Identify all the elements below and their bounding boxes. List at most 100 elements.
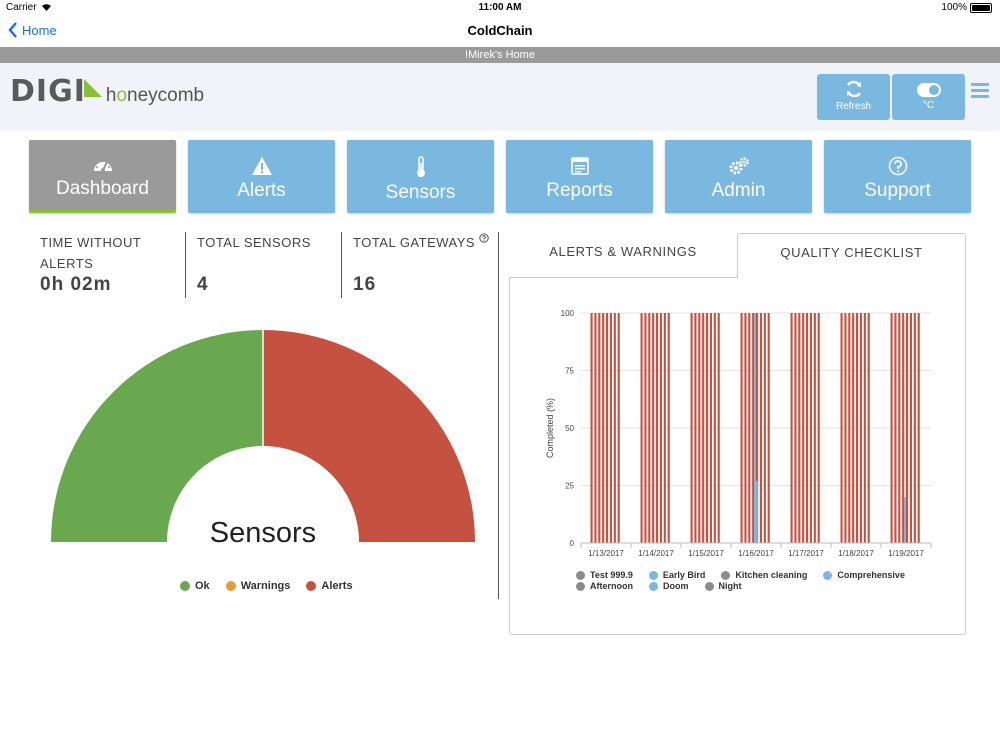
speedometer-icon: [93, 159, 112, 172]
chart-bar[interactable]: [844, 313, 847, 543]
chart-bar[interactable]: [640, 313, 643, 543]
tab-support-label: Support: [864, 180, 931, 201]
chart-bar[interactable]: [756, 313, 759, 543]
refresh-icon: [846, 80, 861, 98]
chart-bar[interactable]: [759, 313, 763, 543]
chart-bar[interactable]: [856, 313, 859, 543]
chart-bar[interactable]: [848, 313, 851, 543]
chart-bar[interactable]: [698, 313, 701, 543]
chart-bar[interactable]: [852, 313, 855, 543]
chart-bar[interactable]: [863, 313, 866, 543]
chart-legend-item[interactable]: Early Bird: [648, 570, 705, 580]
chart-bar[interactable]: [663, 313, 666, 543]
chart-bar[interactable]: [790, 313, 793, 543]
tab-support[interactable]: Support: [824, 140, 971, 213]
chart-bar[interactable]: [902, 313, 905, 543]
chart-bar[interactable]: [713, 313, 716, 543]
chart-bar[interactable]: [702, 313, 705, 543]
chart-bar[interactable]: [859, 313, 863, 543]
chart-bar[interactable]: [806, 313, 809, 543]
gauge-legend: Ok Warnings Alerts: [180, 580, 353, 592]
chart-bar[interactable]: [894, 313, 897, 543]
chart-bar[interactable]: [740, 313, 743, 543]
chart-legend-label: Afternoon: [590, 581, 633, 591]
chart-bar[interactable]: [648, 313, 651, 543]
chart-bar[interactable]: [767, 313, 770, 543]
chart-bar[interactable]: [690, 313, 693, 543]
refresh-button[interactable]: Refresh: [817, 74, 890, 120]
tab-admin[interactable]: Admin: [665, 140, 812, 213]
chart-bar[interactable]: [752, 313, 755, 543]
tab-sensors[interactable]: Sensors: [347, 140, 494, 213]
chart-bar[interactable]: [813, 313, 816, 543]
chart-bar[interactable]: [809, 313, 813, 543]
tab-dashboard[interactable]: Dashboard: [29, 140, 176, 213]
chart-tabs: ALERTS & WARNINGS QUALITY CHECKLIST: [509, 233, 966, 278]
chart-bar[interactable]: [890, 313, 893, 543]
chart-bar[interactable]: [659, 313, 663, 543]
chart-legend-item[interactable]: Test 999.9: [576, 570, 633, 580]
chart-bar[interactable]: [798, 313, 801, 543]
chart-bar[interactable]: [694, 313, 697, 543]
chart-bar[interactable]: [802, 313, 805, 543]
chart-legend-label: Night: [718, 581, 742, 591]
hamburger-menu-icon[interactable]: [971, 83, 989, 101]
gauge-segment-alerts[interactable]: [263, 330, 475, 542]
digi-honeycomb-logo: DIGI honeycomb: [10, 77, 204, 107]
tab-quality-checklist[interactable]: QUALITY CHECKLIST: [737, 233, 966, 278]
legend-item-alerts[interactable]: Alerts: [306, 580, 353, 592]
chart-bar[interactable]: [656, 313, 659, 543]
chart-legend-label: Doom: [663, 581, 689, 591]
chart-bar[interactable]: [590, 313, 593, 543]
chart-bar[interactable]: [763, 313, 766, 543]
chart-legend-item[interactable]: Night: [704, 581, 742, 591]
gauge-segment-ok[interactable]: [51, 330, 263, 542]
back-button[interactable]: Home: [8, 22, 57, 38]
chart-bar[interactable]: [609, 313, 613, 543]
chart-bar[interactable]: [667, 313, 670, 543]
chart-bar[interactable]: [817, 313, 820, 543]
tab-reports[interactable]: Reports: [506, 140, 653, 213]
logo-honey-pre: h: [105, 85, 117, 106]
x-tick-label: 1/19/2017: [888, 549, 924, 558]
chart-bar[interactable]: [598, 313, 601, 543]
chart-bar[interactable]: [748, 313, 751, 543]
unit-toggle-button[interactable]: °C: [892, 74, 965, 120]
chart-bar[interactable]: [594, 313, 597, 543]
ok-dot-icon: [180, 581, 190, 591]
chart-bar[interactable]: [906, 313, 909, 543]
chart-bar[interactable]: [909, 313, 913, 543]
chart-bar[interactable]: [606, 313, 609, 543]
chart-bar[interactable]: [867, 313, 870, 543]
chart-bar[interactable]: [602, 313, 605, 543]
logo-honey-o: o: [116, 85, 128, 106]
chart-bar[interactable]: [706, 313, 709, 543]
chart-legend-item[interactable]: Comprehensive: [823, 570, 905, 580]
tab-alerts-warnings[interactable]: ALERTS & WARNINGS: [509, 233, 737, 278]
chart-bar-overlay[interactable]: [755, 480, 758, 543]
x-tick-label: 1/14/2017: [638, 549, 674, 558]
stat-time-without-alerts: TIME WITHOUT ALERTS 0h 02m: [40, 232, 141, 298]
chart-legend-item[interactable]: Kitchen cleaning: [721, 570, 807, 580]
chart-bar-overlay[interactable]: [904, 497, 906, 543]
help-icon[interactable]: [479, 233, 489, 243]
tab-dashboard-label: Dashboard: [56, 178, 149, 199]
legend-item-ok[interactable]: Ok: [180, 580, 210, 592]
chart-bar[interactable]: [644, 313, 647, 543]
chart-bar[interactable]: [917, 313, 920, 543]
chart-bar[interactable]: [898, 313, 901, 543]
chart-bar[interactable]: [794, 313, 797, 543]
chart-bar[interactable]: [613, 313, 616, 543]
chart-bar[interactable]: [652, 313, 655, 543]
chart-bar[interactable]: [744, 313, 747, 543]
chart-bar[interactable]: [709, 313, 713, 543]
chart-legend-item[interactable]: Doom: [649, 581, 689, 591]
chart-bar[interactable]: [840, 313, 843, 543]
tab-alerts[interactable]: Alerts: [188, 140, 335, 213]
legend-item-warnings[interactable]: Warnings: [225, 580, 290, 592]
chart-bar[interactable]: [617, 313, 620, 543]
chart-bar[interactable]: [717, 313, 720, 543]
chart-bar-overlay[interactable]: [754, 313, 756, 543]
chart-bar[interactable]: [913, 313, 916, 543]
chart-legend-item[interactable]: Afternoon: [576, 581, 633, 591]
